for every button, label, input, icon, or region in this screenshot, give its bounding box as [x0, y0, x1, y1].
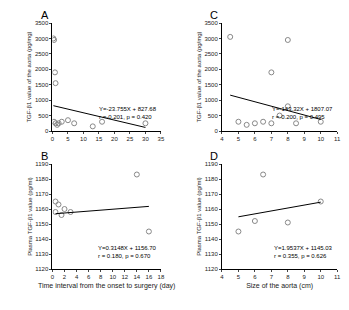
- svg-text:16: 16: [146, 274, 153, 280]
- svg-text:2000: 2000: [204, 66, 218, 72]
- svg-text:0: 0: [214, 128, 218, 134]
- svg-text:500: 500: [208, 113, 219, 119]
- svg-text:5: 5: [237, 136, 241, 142]
- svg-text:1130: 1130: [205, 251, 219, 257]
- svg-text:1000: 1000: [204, 97, 218, 103]
- svg-text:1000: 1000: [35, 97, 49, 103]
- svg-text:1180: 1180: [205, 176, 219, 182]
- svg-text:1150: 1150: [205, 221, 219, 227]
- svg-text:2000: 2000: [35, 66, 49, 72]
- svg-text:1180: 1180: [35, 176, 49, 182]
- svg-text:12: 12: [121, 274, 128, 280]
- svg-text:10: 10: [80, 136, 87, 142]
- svg-text:3000: 3000: [35, 36, 49, 42]
- svg-text:1120: 1120: [35, 266, 49, 272]
- svg-text:15: 15: [96, 136, 103, 142]
- svg-text:1160: 1160: [35, 206, 49, 212]
- svg-text:14: 14: [133, 274, 140, 280]
- svg-text:1170: 1170: [205, 191, 219, 197]
- svg-text:11: 11: [334, 274, 341, 280]
- svg-text:6: 6: [253, 136, 257, 142]
- svg-text:1190: 1190: [205, 161, 219, 167]
- svg-text:7: 7: [270, 274, 274, 280]
- svg-text:8: 8: [286, 274, 290, 280]
- svg-text:1130: 1130: [35, 251, 49, 257]
- svg-text:6: 6: [87, 274, 91, 280]
- svg-text:4: 4: [220, 136, 224, 142]
- svg-text:2: 2: [63, 274, 67, 280]
- svg-text:1150: 1150: [35, 221, 49, 227]
- svg-text:18: 18: [158, 274, 165, 280]
- svg-text:2500: 2500: [35, 51, 49, 57]
- svg-text:6: 6: [253, 274, 257, 280]
- svg-text:9: 9: [303, 136, 307, 142]
- svg-text:0: 0: [51, 136, 55, 142]
- svg-text:Y=-143.32X + 1807.07r =-0.200,: Y=-143.32X + 1807.07r =-0.200, p = 0.495: [272, 106, 333, 120]
- svg-text:8: 8: [99, 274, 103, 280]
- svg-text:0: 0: [45, 128, 49, 134]
- svg-text:Y=1.9537X + 1145.03r = 0.355,: Y=1.9537X + 1145.03r = 0.355, p = 0.626: [274, 245, 333, 259]
- svg-text:4: 4: [75, 274, 79, 280]
- svg-text:20: 20: [111, 136, 118, 142]
- svg-text:1160: 1160: [205, 206, 219, 212]
- svg-text:2500: 2500: [204, 51, 218, 57]
- svg-text:B: B: [41, 150, 48, 162]
- svg-text:500: 500: [38, 113, 49, 119]
- svg-text:8: 8: [286, 136, 290, 142]
- svg-text:11: 11: [334, 136, 341, 142]
- svg-text:35: 35: [158, 136, 165, 142]
- svg-text:0: 0: [51, 274, 55, 280]
- svg-text:Size of the aorta (cm): Size of the aorta (cm): [246, 282, 313, 290]
- svg-text:1140: 1140: [205, 236, 219, 242]
- svg-text:Y=-23.755X + 827.68r =-0.201,: Y=-23.755X + 827.68r =-0.201, p = 0.420: [99, 106, 157, 120]
- svg-text:Plasma TGF-β1 value (pg/ml): Plasma TGF-β1 value (pg/ml): [196, 177, 202, 256]
- svg-text:Y=0.3148X + 1156.70r = 0.180,: Y=0.3148X + 1156.70r = 0.180, p = 0.670: [98, 245, 157, 259]
- svg-text:Time interval from the onset t: Time interval from the onset to surgery …: [38, 282, 175, 290]
- svg-text:1190: 1190: [35, 161, 49, 167]
- svg-text:3000: 3000: [204, 36, 218, 42]
- svg-text:Plasma TGF-β1 value (pg/ml): Plasma TGF-β1 value (pg/ml): [27, 177, 33, 256]
- svg-text:10: 10: [109, 274, 116, 280]
- svg-text:30: 30: [142, 136, 149, 142]
- svg-text:A: A: [41, 9, 49, 21]
- svg-text:7: 7: [270, 136, 274, 142]
- svg-text:4: 4: [220, 274, 224, 280]
- svg-text:TGF-β1 value of the aorta (pg/: TGF-β1 value of the aorta (pg/mg): [26, 31, 32, 122]
- svg-text:TGF-β1 value of the aorta (pg/: TGF-β1 value of the aorta (pg/mg): [196, 31, 202, 122]
- svg-text:1500: 1500: [35, 82, 49, 88]
- svg-text:1170: 1170: [35, 191, 49, 197]
- svg-text:10: 10: [317, 274, 324, 280]
- svg-text:3500: 3500: [35, 20, 49, 26]
- svg-text:5: 5: [237, 274, 241, 280]
- svg-text:D: D: [210, 150, 218, 162]
- svg-text:C: C: [210, 9, 218, 21]
- svg-text:9: 9: [303, 274, 307, 280]
- svg-text:1120: 1120: [205, 266, 219, 272]
- svg-text:25: 25: [127, 136, 134, 142]
- svg-text:1500: 1500: [204, 82, 218, 88]
- svg-text:3500: 3500: [204, 20, 218, 26]
- svg-text:1140: 1140: [35, 236, 49, 242]
- svg-text:10: 10: [317, 136, 324, 142]
- svg-text:5: 5: [66, 136, 70, 142]
